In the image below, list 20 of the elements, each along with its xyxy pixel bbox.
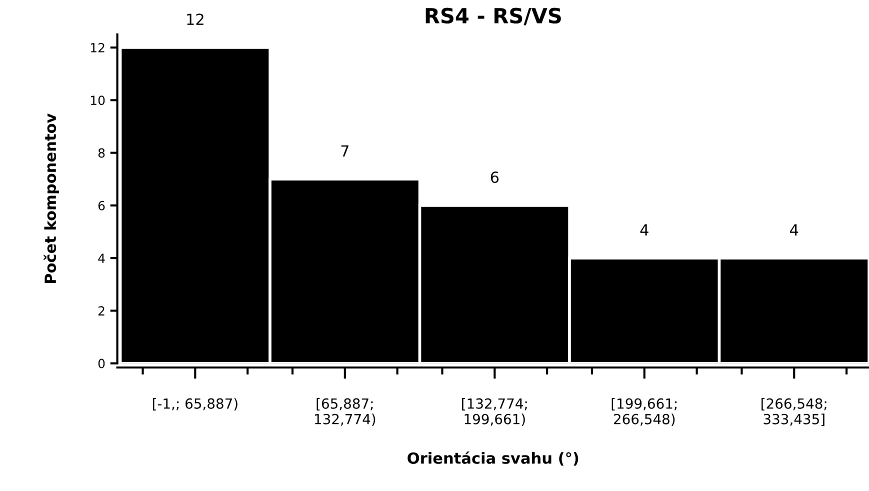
y-tick-label: 12 [90, 43, 104, 52]
data-label: 4 [790, 224, 798, 236]
y-tick-label: 6 [98, 200, 105, 210]
x-tick-label: [266,548; 333,435] [762, 398, 826, 426]
x-tick-label: [65,887; 132,774) [315, 398, 376, 426]
y-axis-title: Počet komponentov [44, 113, 60, 284]
y-tick-label: 8 [98, 148, 105, 158]
y-tick-label: 2 [98, 306, 104, 316]
chart-title: RS4 - RS/VS [426, 8, 561, 26]
y-tick-label: 0 [98, 358, 105, 368]
x-axis-title: Orientácia svahu (°) [408, 451, 578, 466]
data-label: 7 [341, 145, 348, 156]
x-tick-label: [132,774; 199,661) [462, 398, 527, 426]
y-tick-label: 4 [98, 254, 105, 263]
data-label: 12 [187, 14, 204, 25]
x-tick-label: [199,661; 266,548) [612, 398, 677, 426]
data-label: 4 [640, 224, 648, 236]
y-tick-label: 10 [90, 96, 105, 106]
data-label: 6 [490, 171, 499, 184]
x-tick-label: [-1,; 65,887) [152, 398, 238, 410]
